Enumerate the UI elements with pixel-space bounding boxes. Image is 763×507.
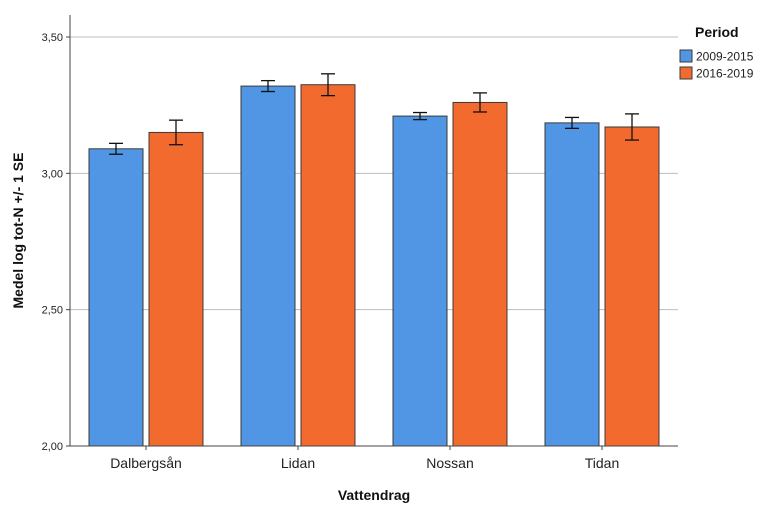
bar-dalbergsån-2016-2019: [148, 131, 204, 447]
bars: [88, 84, 660, 447]
y-tick-label: 2,50: [42, 305, 63, 317]
y-axis-title: Medel log tot-N +/- 1 SE: [10, 153, 26, 309]
error-bars: [109, 73, 639, 155]
legend-label: 2009-2015: [696, 50, 754, 64]
bar-lidan-2009-2015: [240, 85, 296, 447]
bar-nossan-2016-2019: [452, 101, 508, 447]
x-tick-labels: Dalbergsån Lidan Nossan Tidan: [110, 446, 619, 471]
x-tick-label: Nossan: [426, 455, 473, 471]
y-tick-label: 3,00: [42, 168, 63, 180]
y-tick-label: 2,00: [42, 441, 63, 453]
y-tick-label: 3,50: [42, 32, 63, 44]
legend-title: Period: [695, 24, 739, 40]
bar-tidan-2009-2015: [544, 122, 600, 447]
legend: Period 2009-2015 2016-2019: [679, 24, 754, 81]
legend-swatch: [679, 66, 693, 80]
legend-label: 2016-2019: [696, 67, 754, 81]
y-tick-labels: 2,00 2,50 3,00 3,50: [42, 32, 70, 453]
bar-lidan-2016-2019: [300, 84, 356, 447]
x-tick-label: Lidan: [281, 455, 315, 471]
x-axis-title: Vattendrag: [338, 487, 410, 503]
bar-dalbergsån-2009-2015: [88, 148, 144, 447]
axes: [69, 15, 678, 447]
bar-nossan-2009-2015: [392, 115, 448, 447]
x-tick-label: Dalbergsån: [110, 455, 182, 471]
legend-swatch: [679, 49, 693, 63]
x-tick-label: Tidan: [585, 455, 620, 471]
bar-tidan-2016-2019: [604, 126, 660, 447]
